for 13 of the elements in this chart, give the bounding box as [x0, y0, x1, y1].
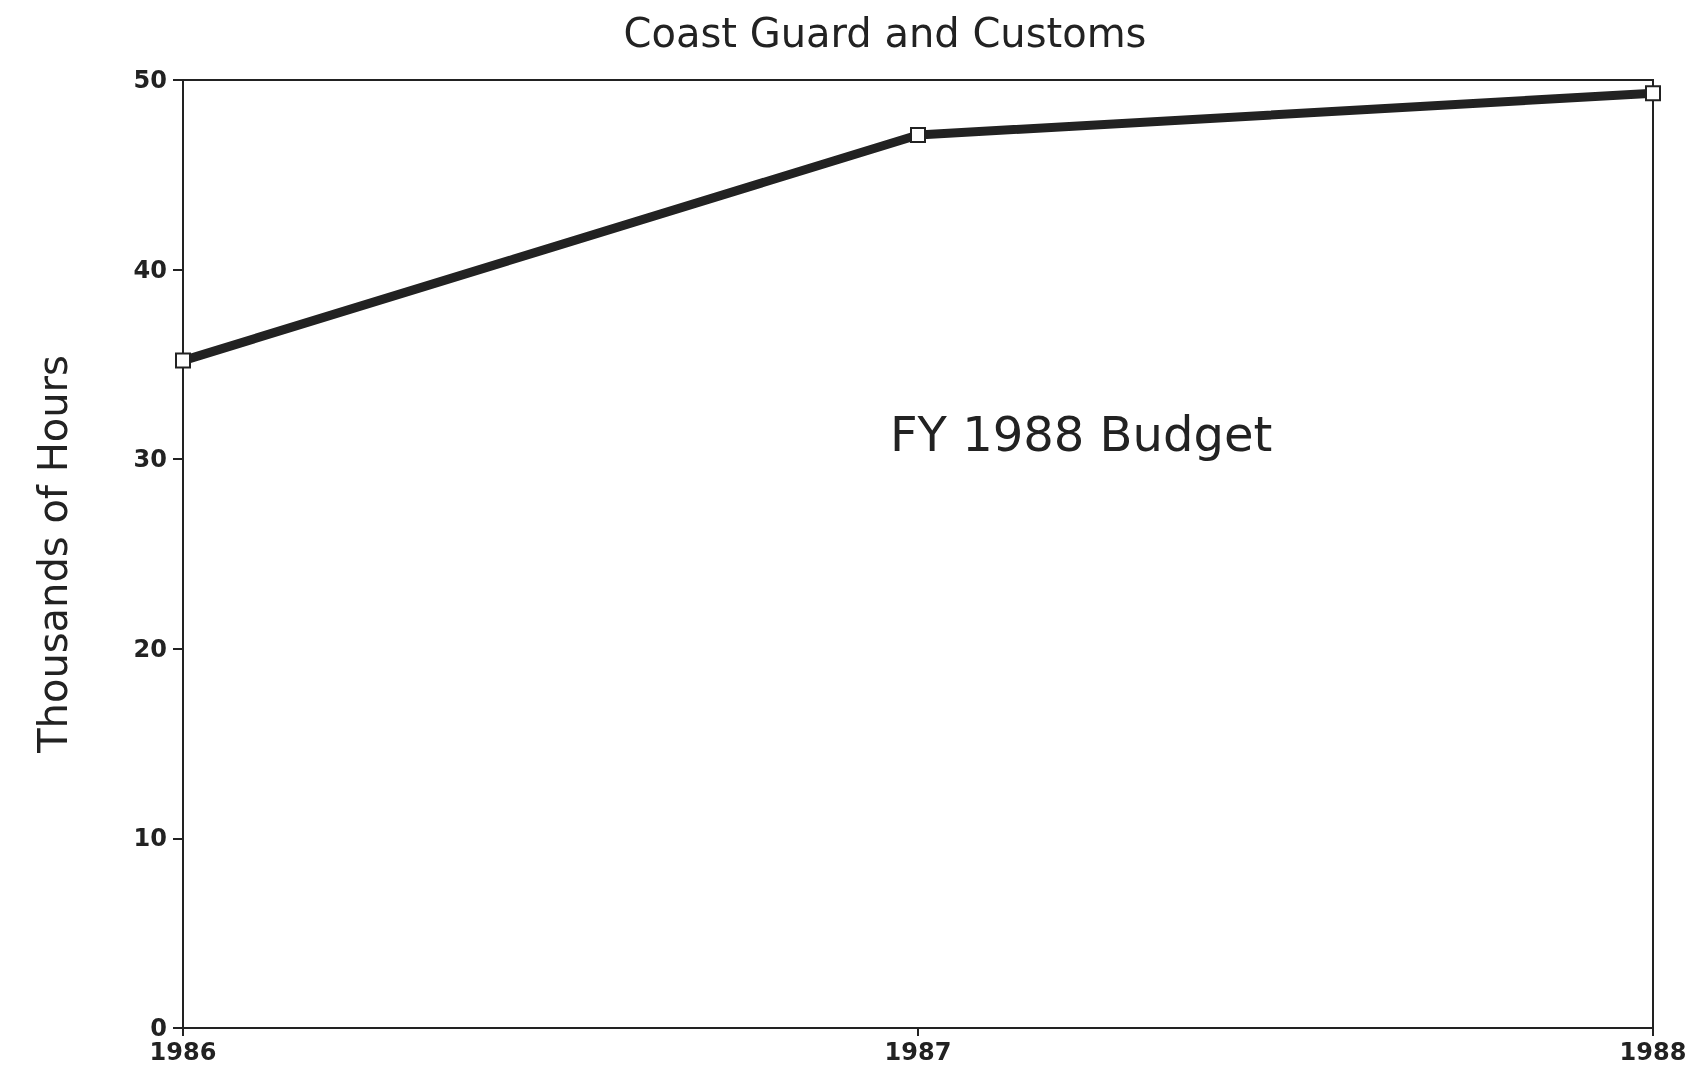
chart-title: Coast Guard and Customs	[623, 10, 1147, 56]
annotation: FY 1988 Budget	[890, 406, 1273, 462]
y-tick-label: 30	[133, 445, 167, 474]
y-tick-label: 10	[133, 824, 167, 853]
y-tick-label: 20	[133, 634, 167, 663]
point	[910, 126, 926, 143]
x-tick-label: 1988	[1619, 1038, 1687, 1066]
y-tick-label: 50	[133, 66, 167, 94]
point	[175, 352, 191, 369]
point	[1645, 85, 1661, 102]
y-tick-label: 40	[133, 255, 167, 284]
y-axis-title: Thousands of Hours	[30, 355, 76, 754]
x-tick-label: 1987	[884, 1038, 952, 1066]
